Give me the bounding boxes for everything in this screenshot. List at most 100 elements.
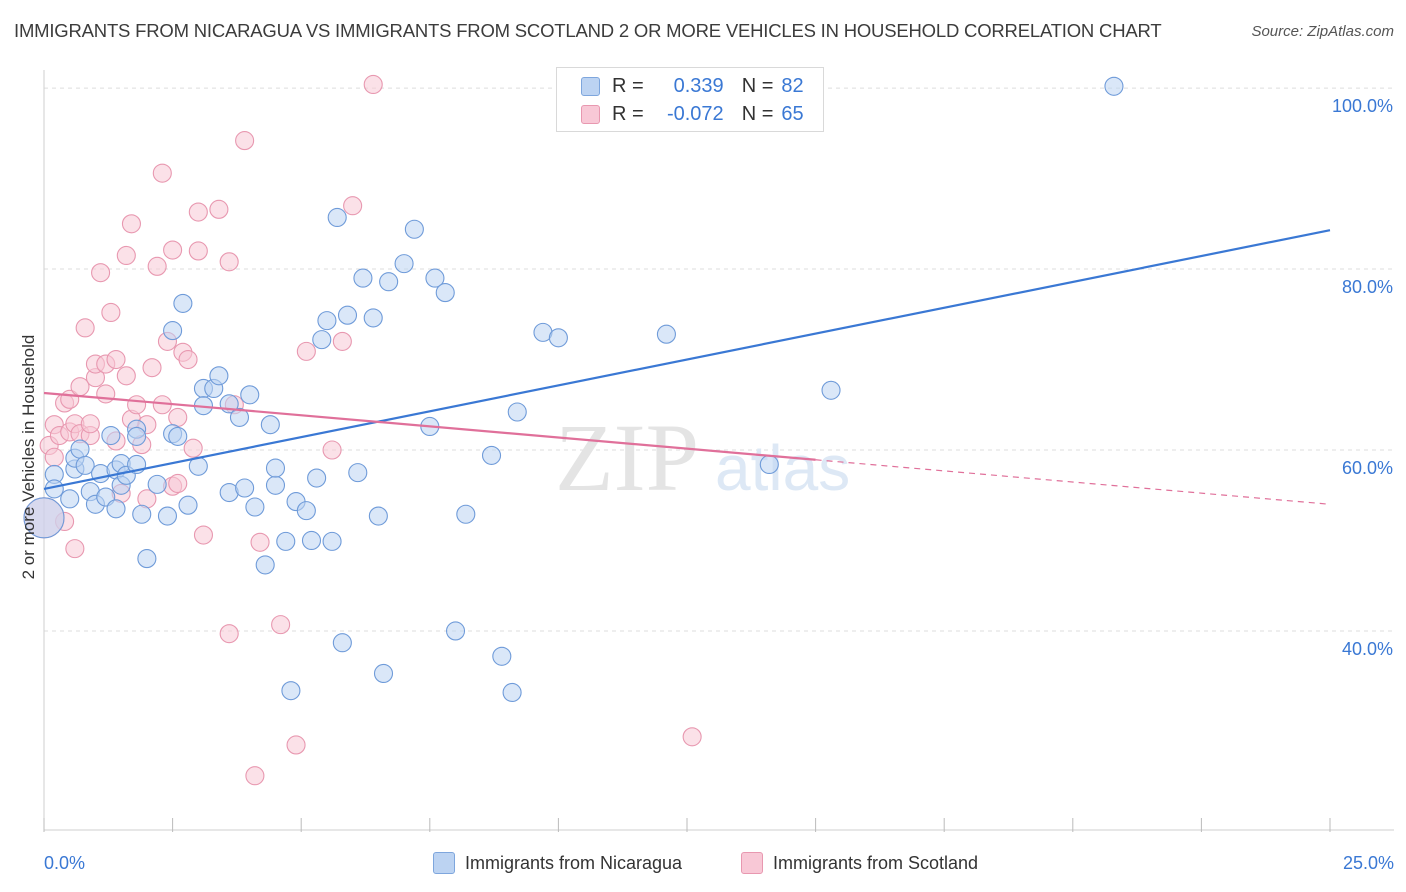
nicaragua-point: [404, 219, 424, 239]
nicaragua-point: [481, 445, 502, 465]
nicaragua-point: [168, 426, 188, 446]
scotland-point: [682, 727, 702, 747]
nicaragua-point: [317, 311, 337, 331]
legend-n-label: N =: [741, 102, 774, 125]
scotland-point: [65, 539, 85, 559]
scotland-point: [188, 241, 208, 261]
nicaragua-point: [70, 439, 90, 459]
nicaragua-point: [394, 254, 414, 274]
nicaragua-point: [353, 268, 373, 288]
scotland-point: [343, 196, 363, 216]
bottom-legend-swatch-pink: [741, 852, 763, 874]
scotland-point: [121, 214, 141, 234]
nicaragua-point: [132, 504, 152, 524]
scotland-point: [209, 199, 229, 219]
nicaragua-point: [492, 646, 512, 666]
nicaragua-point: [759, 454, 779, 475]
y-tick-label: 80.0%: [1342, 277, 1393, 297]
nicaragua-point: [296, 501, 316, 521]
scotland-point: [127, 395, 147, 415]
axis-labels: 40.0% 60.0% 80.0% 100.0% 0.0% 25.0%: [44, 96, 1394, 873]
watermark-atlas: atlas: [715, 432, 850, 504]
nicaragua-point: [322, 531, 342, 551]
scotland-point: [245, 766, 265, 786]
nicaragua-point: [127, 426, 147, 446]
nicaragua-point: [332, 633, 352, 653]
nicaragua-point: [178, 495, 198, 515]
nicaragua-point: [265, 458, 286, 478]
scotland-point: [188, 202, 208, 222]
y-tick-label: 60.0%: [1342, 458, 1393, 478]
scotland-point: [322, 440, 342, 460]
nicaragua-point: [157, 506, 178, 526]
nicaragua-point: [276, 531, 296, 551]
bottom-legend-label-nicaragua: Immigrants from Nicaragua: [465, 852, 683, 873]
y-axis-label: 2 or more Vehicles in Household: [19, 335, 38, 580]
scotland-point: [168, 407, 188, 427]
nicaragua-point: [229, 407, 250, 427]
nicaragua-point: [435, 283, 455, 303]
nicaragua-point: [507, 402, 527, 422]
nicaragua-point: [60, 489, 80, 509]
nicaragua-point: [425, 268, 445, 288]
series-nicaragua-points: [23, 74, 1124, 703]
bottom-legend-label-scotland: Immigrants from Scotland: [773, 852, 979, 873]
nicaragua-point: [101, 425, 121, 446]
scotland-point: [250, 532, 270, 552]
y-tick-label: 40.0%: [1342, 639, 1393, 659]
scotland-point: [168, 473, 188, 494]
scotland-point: [219, 624, 239, 644]
scotland-point: [116, 245, 136, 266]
nicaragua-point: [260, 415, 280, 435]
nicaragua-point: [656, 324, 676, 344]
scotland-point: [75, 318, 95, 338]
nicaragua-point: [137, 549, 157, 569]
nicaragua-point: [240, 385, 260, 405]
scotland-point: [96, 384, 116, 404]
source-label: Source: ZipAtlas.com: [1251, 23, 1394, 40]
scotland-point: [142, 358, 162, 378]
trend-line-scotland-extension: [815, 459, 1331, 505]
legend-n-value-pink: 65: [781, 102, 804, 125]
series-scotland-points: [23, 74, 702, 786]
scotland-point: [193, 525, 214, 545]
scotland-point: [296, 341, 316, 361]
nicaragua-point: [245, 497, 265, 517]
legend-row-scotland: R = -0.072 N = 65: [581, 101, 804, 127]
trend-lines: [43, 229, 1331, 505]
trend-line-scotland: [43, 391, 816, 461]
bottom-legend-scotland: Immigrants from Scotland: [741, 852, 978, 874]
bottom-legend-nicaragua: Immigrants from Nicaragua: [433, 852, 682, 874]
trend-line-nicaragua: [43, 229, 1331, 490]
nicaragua-point: [821, 380, 841, 400]
scotland-point: [116, 366, 136, 386]
nicaragua-point: [312, 330, 332, 350]
legend-n-value-blue: 82: [781, 74, 804, 97]
correlation-legend: R = 0.339 N = 82 R = -0.072 N = 65: [556, 67, 824, 132]
nicaragua-point: [373, 663, 394, 684]
scotland-point: [219, 252, 239, 272]
scotland-point: [80, 414, 100, 434]
nicaragua-point: [23, 497, 65, 539]
nicaragua-point: [163, 321, 183, 341]
nicaragua-point: [255, 555, 275, 575]
chart-title: IMMIGRANTS FROM NICARAGUA VS IMMIGRANTS …: [14, 20, 1162, 41]
scotland-point: [178, 349, 198, 370]
legend-r-value-blue: 0.339: [673, 74, 724, 97]
nicaragua-point: [327, 207, 347, 228]
legend-r-value-pink: -0.072: [666, 102, 724, 125]
nicaragua-point: [106, 499, 126, 519]
legend-row-nicaragua: R = 0.339 N = 82: [581, 73, 804, 99]
nicaragua-point: [1104, 76, 1124, 96]
legend-swatch-pink: [581, 104, 600, 124]
nicaragua-point: [368, 506, 388, 526]
bottom-legend-swatch-blue: [433, 852, 455, 874]
legend-n-label: N =: [741, 74, 774, 97]
legend-swatch-blue: [581, 76, 600, 96]
nicaragua-point: [502, 682, 522, 703]
nicaragua-point: [363, 308, 383, 328]
scotland-point: [286, 735, 306, 755]
y-tick-label: 100.0%: [1332, 96, 1393, 116]
scotland-point: [235, 131, 255, 151]
nicaragua-point: [209, 366, 229, 386]
